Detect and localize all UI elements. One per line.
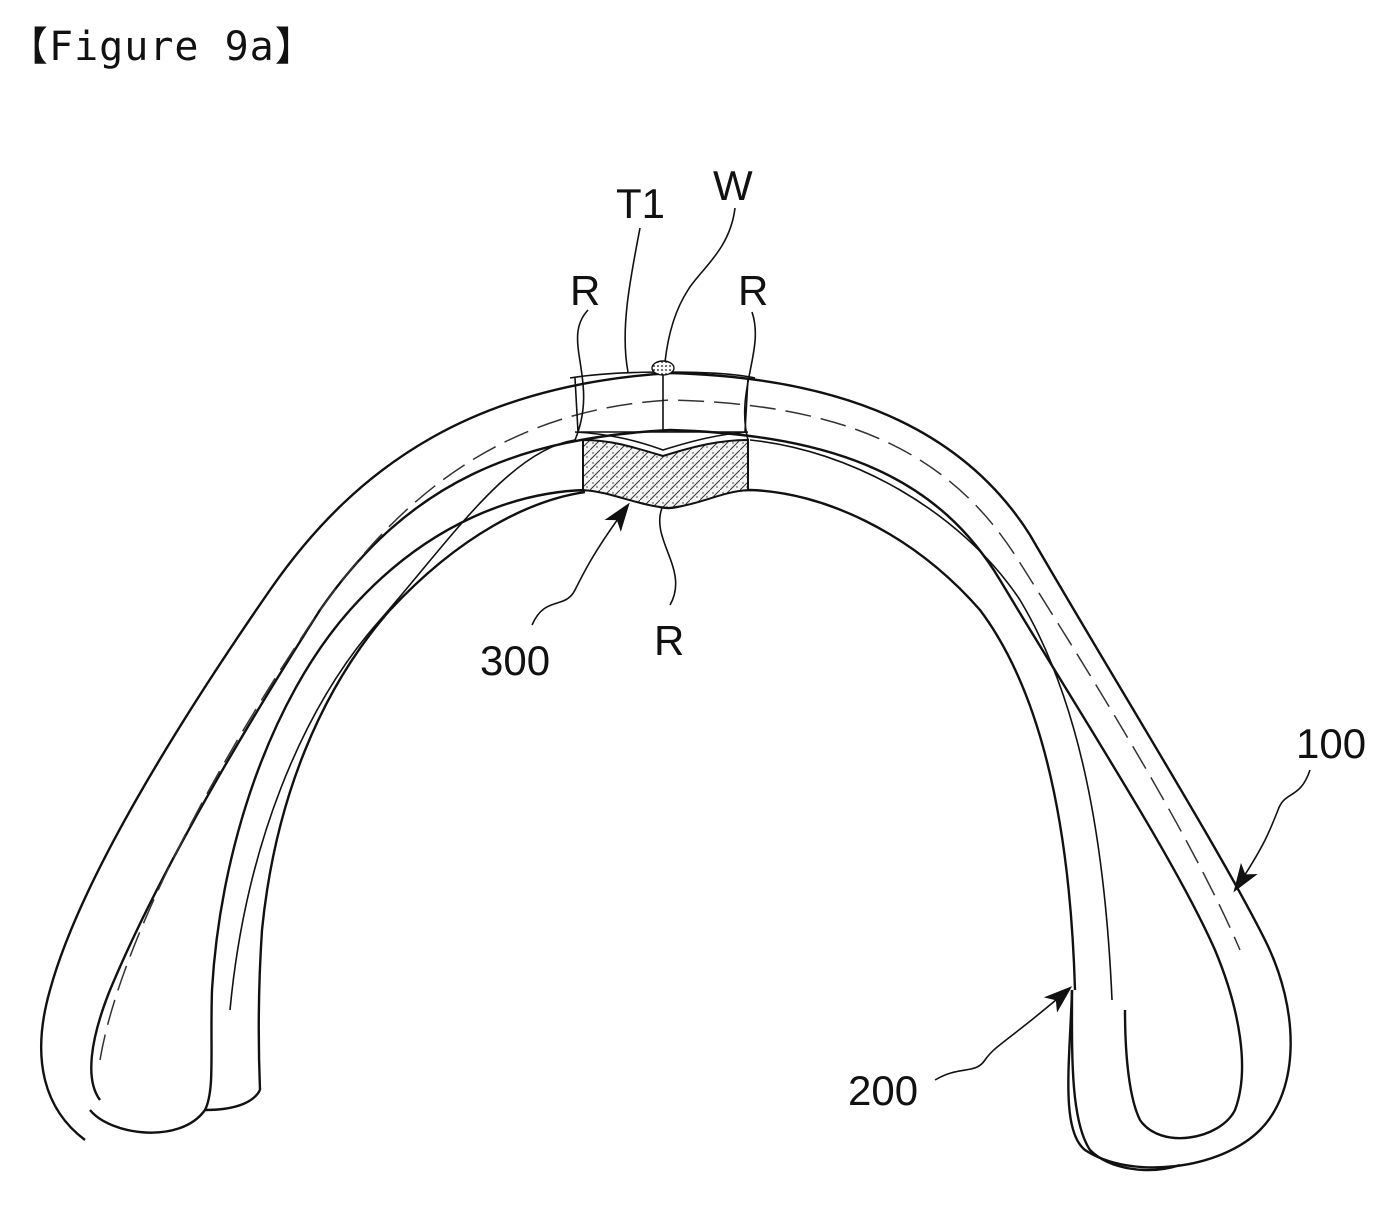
leader-w	[665, 208, 735, 362]
arrow-100	[1235, 770, 1310, 890]
gap-line-left	[230, 440, 575, 1010]
label-w: W	[713, 162, 753, 209]
inner-frame-200-inner-edge	[259, 492, 585, 1090]
label-part-100: 100	[1296, 720, 1366, 767]
leader-t1	[625, 228, 640, 372]
label-part-300: 300	[480, 637, 550, 684]
inner-frame-200-outer-edge	[90, 490, 1075, 1133]
label-r-left: R	[570, 267, 600, 314]
arrow-200	[935, 988, 1070, 1080]
label-t1: T1	[616, 180, 665, 227]
label-part-200: 200	[848, 1067, 918, 1114]
weld-bead-w	[652, 361, 674, 375]
left-leg-detail	[205, 1090, 260, 1110]
gap-line-right	[750, 440, 1112, 1000]
label-r-right: R	[738, 267, 768, 314]
label-r-bottom: R	[654, 617, 684, 664]
joint-member-300	[583, 440, 748, 508]
leader-r-bottom	[660, 508, 676, 605]
arrow-300	[532, 505, 628, 625]
